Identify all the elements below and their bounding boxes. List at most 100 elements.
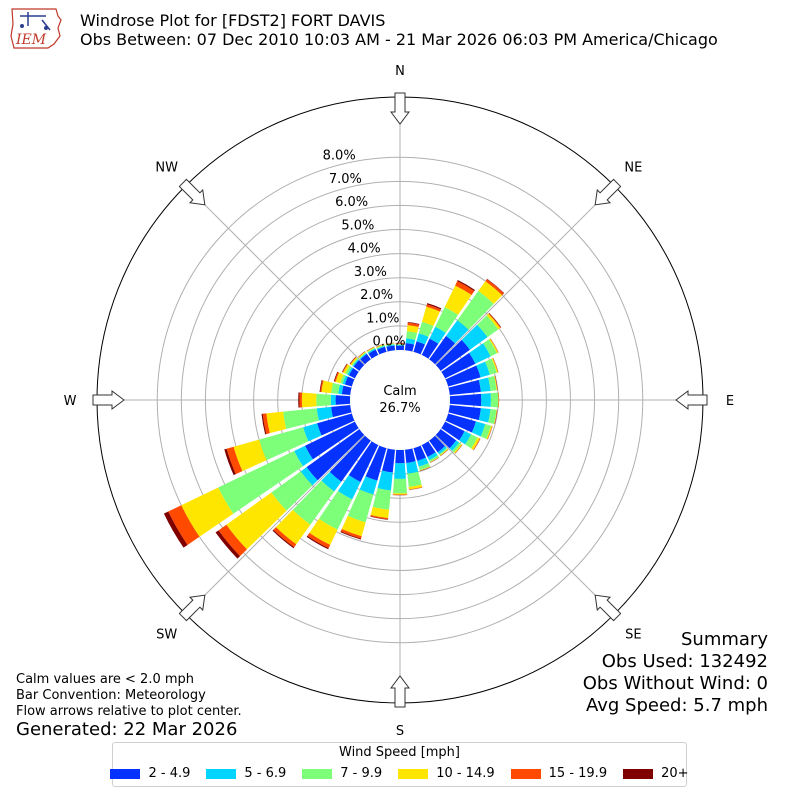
windrose-bar-segment — [334, 371, 340, 382]
windrose-bar-segment — [494, 375, 498, 391]
legend-label: 10 - 14.9 — [436, 766, 495, 781]
windrose-bar-segment — [449, 440, 460, 451]
legend-swatch — [510, 768, 541, 779]
legend-item: 20+ — [623, 766, 689, 781]
windrose-bar-segment — [422, 306, 440, 326]
compass-label-nw: NW — [155, 161, 178, 176]
windrose-bar-segment — [435, 429, 457, 449]
calm-percent: 26.7% — [379, 401, 420, 416]
windrose-bar-segment — [368, 349, 379, 359]
windrose-bar-segment — [453, 443, 463, 454]
windrose-bar-segment — [359, 476, 378, 495]
legend-title: Wind Speed [mph] — [339, 745, 460, 760]
windrose-bar-segment — [335, 395, 351, 405]
windrose-bar-segment — [370, 516, 389, 520]
windrose-bar-segment — [457, 280, 476, 292]
windrose-bar-segment — [224, 448, 236, 476]
windrose-bar-segment — [465, 434, 478, 449]
windrose-bar-segment — [405, 338, 416, 345]
windrose-bar-segment — [376, 344, 385, 348]
legend-item: 5 - 6.9 — [206, 766, 286, 781]
compass-label-ne: NE — [624, 161, 642, 176]
radial-tick-label: 1.0% — [366, 311, 399, 326]
compass-label-n: N — [395, 64, 405, 79]
legend: Wind Speed [mph] 2 - 4.9 5 - 6.9 7 - 9.9 10… — [110, 742, 689, 787]
windrose-bar-segment — [455, 281, 475, 295]
windrose-bar-segment — [408, 486, 423, 490]
windrose-bar-segment — [448, 404, 481, 421]
windrose-bar-segment — [429, 456, 440, 463]
windrose-bar-segment — [407, 321, 420, 325]
windrose-bar-segment — [360, 353, 371, 365]
grid-spoke — [185, 399, 401, 615]
windrose-bar-segment — [477, 315, 499, 338]
iem-logo: IEM — [6, 6, 64, 50]
windrose-bar-segment — [353, 360, 365, 371]
windrose-bar-segment — [316, 406, 333, 421]
windrose-bar-segment — [440, 449, 449, 457]
windrose-bar-segment — [333, 371, 338, 382]
radial-tick-label: 0.0% — [373, 335, 406, 350]
windrose-bar-segment — [446, 320, 469, 344]
flow-arrow — [675, 390, 708, 410]
windrose-bar-segment — [488, 409, 497, 424]
legend-item: 7 - 9.9 — [302, 766, 382, 781]
windrose-bar-segment — [483, 339, 498, 357]
windrose-bar-segment — [348, 368, 359, 379]
compass-label-e: E — [726, 394, 734, 409]
windrose-bar-segment — [358, 351, 366, 359]
legend-item: 2 - 4.9 — [110, 766, 190, 781]
windrose-bar-segment — [370, 514, 389, 520]
windrose-bar-segment — [428, 455, 439, 462]
windrose-bar-segment — [413, 445, 427, 461]
windrose-bar-segment — [439, 447, 448, 456]
windrose-bar-segment — [376, 344, 385, 349]
windrose-bar-segment — [416, 333, 429, 345]
legend-swatch — [110, 768, 141, 779]
windrose-bar-segment — [406, 461, 419, 474]
windrose-bar-segment — [358, 351, 366, 358]
windrose-bar-segment — [340, 531, 362, 540]
compass-label-s: S — [396, 724, 404, 739]
windrose-bar-segment — [358, 351, 366, 358]
windrose-bar-segment — [316, 393, 331, 407]
windrose-bar-segment — [392, 494, 408, 496]
windrose-bar-segment — [392, 494, 408, 496]
windrose-bar-segment — [350, 357, 357, 365]
legend-item: 15 - 19.9 — [510, 766, 607, 781]
windrose-bar-segment — [366, 346, 375, 352]
legend-swatch — [623, 768, 654, 779]
windrose-bar-segment — [493, 409, 497, 425]
compass-axes: N NE E SE S SW W NW — [64, 64, 735, 739]
summary-obs-used: Obs Used: 132492 — [601, 651, 768, 672]
windrose-bar-segment — [272, 529, 295, 549]
windrose-bar-segment — [294, 445, 313, 467]
windrose-bar-segment — [444, 285, 472, 315]
flow-arrow — [594, 594, 622, 622]
windrose-bar-segment — [395, 449, 405, 464]
windrose-bar-segment — [406, 325, 419, 333]
windrose-bar-segment — [473, 438, 481, 451]
windrose-bar-segment — [487, 425, 493, 440]
windrose-bar-segment — [226, 446, 243, 475]
windrose-bar-segment — [490, 338, 499, 353]
windrose-bar-segment — [359, 353, 367, 360]
windrose-bar-segment — [429, 435, 446, 453]
windrose-bar-segment — [418, 463, 430, 471]
windrose-bar-segment — [377, 346, 387, 355]
windrose-bar-segment — [309, 518, 338, 545]
windrose-bar-segment — [408, 484, 423, 490]
windrose-bar-segment — [448, 379, 481, 396]
windrose-bar-segment — [321, 380, 333, 394]
windrose-bar-segment — [367, 348, 376, 354]
windrose-bar-segment — [335, 372, 344, 384]
windrose-bar-segment — [168, 505, 200, 545]
windrose-bar-segment — [340, 529, 362, 539]
legend-items: 2 - 4.9 5 - 6.9 7 - 9.9 10 - 14.9 15 - 19.9 2… — [110, 766, 689, 781]
summary-obs-without-wind: Obs Without Wind: 0 — [582, 673, 768, 694]
windrose-bar-segment — [489, 338, 499, 354]
calm-label: Calm — [383, 384, 416, 399]
windrose-bar-segment — [419, 466, 431, 471]
windrose-bar-segment — [275, 509, 311, 545]
windrose-bar-segment — [486, 313, 501, 330]
